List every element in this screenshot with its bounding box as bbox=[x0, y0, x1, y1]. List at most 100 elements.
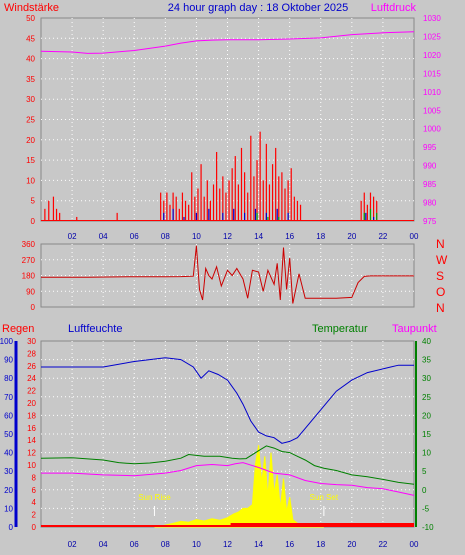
winddir-y-tick-label: 360 bbox=[22, 240, 36, 249]
humidity-y-tick-label: 10 bbox=[27, 461, 36, 470]
rain-y-tick-label: 0 bbox=[9, 523, 14, 532]
wind-y-tick-label: 5 bbox=[31, 197, 36, 206]
dewpoint-axis-label: Taupunkt bbox=[392, 323, 437, 335]
wind-panel-x-tick-label: 08 bbox=[161, 232, 170, 241]
winddir-panel-frame bbox=[40, 243, 415, 308]
rain-y-tick-label: 10 bbox=[4, 504, 13, 513]
temp-y-tick-label: -5 bbox=[422, 504, 430, 513]
pressure-y-tick-label: 1025 bbox=[423, 32, 441, 41]
rain-y-tick-label: 20 bbox=[4, 486, 13, 495]
rain-axis-label: Regen bbox=[2, 323, 34, 335]
wind-y-tick-label: 20 bbox=[26, 136, 35, 145]
climate-panel-x-tick-label: 08 bbox=[161, 540, 170, 549]
climate-panel-x-tick-label: 22 bbox=[378, 540, 387, 549]
rain-bar bbox=[230, 523, 414, 526]
temp-y-tick-label: 25 bbox=[422, 393, 431, 402]
temp-y-tick-label: 30 bbox=[422, 374, 431, 383]
climate-panel-x-tick-label: 10 bbox=[192, 540, 201, 549]
rain-y-tick-label: 90 bbox=[4, 356, 13, 365]
rain-y-tick-label: 50 bbox=[4, 430, 13, 439]
winddir-y-tick-label: 270 bbox=[22, 256, 36, 265]
wind-panel-x-tick-label: 02 bbox=[68, 232, 77, 241]
winddir-line bbox=[41, 245, 414, 304]
temp-y-tick-label: 10 bbox=[422, 449, 431, 458]
wind-y-tick-label: 0 bbox=[31, 217, 36, 226]
pressure-y-tick-label: 985 bbox=[423, 180, 437, 189]
humidity-y-tick-label: 2 bbox=[32, 511, 37, 520]
humidity-axis-label: Luftfeuchte bbox=[68, 323, 122, 335]
wind-panel: 0510152025303540455097598098599099510001… bbox=[26, 14, 441, 241]
temperature-line bbox=[40, 445, 415, 485]
rain-y-tick-label: 60 bbox=[4, 411, 13, 420]
humidity-y-tick-label: 30 bbox=[27, 337, 36, 346]
temp-y-tick-label: -10 bbox=[422, 523, 434, 532]
humidity-y-tick-label: 8 bbox=[32, 473, 37, 482]
humidity-y-tick-label: 4 bbox=[32, 498, 37, 507]
pressure-axis-label: Luftdruck bbox=[371, 2, 417, 14]
compass-label: N bbox=[436, 301, 445, 315]
pressure-y-tick-label: 980 bbox=[423, 199, 437, 208]
climate-panel-x-tick-label: 02 bbox=[68, 540, 77, 549]
pressure-y-tick-label: 1010 bbox=[423, 88, 441, 97]
wind-panel-x-tick-label: 22 bbox=[378, 232, 387, 241]
climate-panel-x-tick-label: 06 bbox=[130, 540, 139, 549]
climate-panel-x-tick-label: 12 bbox=[223, 540, 232, 549]
pressure-y-tick-label: 995 bbox=[423, 143, 437, 152]
pressure-line bbox=[40, 31, 415, 54]
humidity-y-tick-label: 22 bbox=[27, 387, 36, 396]
wind-y-tick-label: 15 bbox=[26, 156, 35, 165]
compass-label: N bbox=[436, 237, 445, 251]
humidity-y-tick-label: 24 bbox=[27, 374, 36, 383]
wind-axis-label: Windstärke bbox=[4, 2, 59, 14]
wind-y-tick-label: 30 bbox=[26, 95, 35, 104]
rain-y-tick-label: 100 bbox=[0, 337, 14, 346]
humidity-y-tick-label: 0 bbox=[32, 523, 37, 532]
pressure-y-tick-label: 1000 bbox=[423, 125, 441, 134]
humidity-y-tick-label: 26 bbox=[27, 362, 36, 371]
wind-y-tick-label: 45 bbox=[26, 34, 35, 43]
chart-title: 24 hour graph day : 18 Oktober 2025 bbox=[168, 2, 348, 14]
temperature-axis-label: Temperatur bbox=[312, 323, 368, 335]
humidity-y-tick-label: 6 bbox=[32, 486, 37, 495]
humidity-y-tick-label: 28 bbox=[27, 349, 36, 358]
wind-panel-x-tick-label: 18 bbox=[316, 232, 325, 241]
wind-y-tick-label: 25 bbox=[26, 116, 35, 125]
pressure-y-tick-label: 1005 bbox=[423, 106, 441, 115]
humidity-y-tick-label: 20 bbox=[27, 399, 36, 408]
wind-y-tick-label: 10 bbox=[26, 176, 35, 185]
dewpoint-line bbox=[41, 462, 415, 496]
pressure-y-tick-label: 990 bbox=[423, 162, 437, 171]
winddir-y-tick-label: 180 bbox=[22, 272, 36, 281]
climate-panel-x-tick-label: 20 bbox=[347, 540, 356, 549]
wind-panel-x-tick-label: 20 bbox=[347, 232, 356, 241]
humidity-line bbox=[41, 357, 414, 444]
wind-panel-frame bbox=[40, 17, 415, 222]
temp-y-tick-label: 20 bbox=[422, 411, 431, 420]
climate-panel: 0102030405060708090100024681012141618202… bbox=[0, 337, 434, 549]
humidity-y-tick-label: 14 bbox=[27, 436, 36, 445]
rain-y-tick-label: 30 bbox=[4, 467, 13, 476]
pressure-y-tick-label: 1020 bbox=[423, 51, 441, 60]
wind-panel-x-tick-label: 12 bbox=[223, 232, 232, 241]
climate-panel-x-tick-label: 00 bbox=[410, 540, 419, 549]
wind-panel-x-tick-label: 16 bbox=[285, 232, 294, 241]
solar-area bbox=[154, 445, 324, 528]
winddir-y-tick-label: 0 bbox=[31, 303, 36, 312]
pressure-y-tick-label: 1015 bbox=[423, 69, 441, 78]
wind-panel-x-tick-label: 06 bbox=[130, 232, 139, 241]
wind-panel-x-tick-label: 00 bbox=[410, 232, 419, 241]
wind-panel-x-tick-label: 04 bbox=[99, 232, 108, 241]
humidity-y-tick-label: 12 bbox=[27, 449, 36, 458]
humidity-y-tick-label: 16 bbox=[27, 424, 36, 433]
temp-y-tick-label: 0 bbox=[422, 486, 427, 495]
temp-y-tick-label: 35 bbox=[422, 356, 431, 365]
rain-y-tick-label: 70 bbox=[4, 393, 13, 402]
winddir-y-tick-label: 90 bbox=[26, 287, 35, 296]
wind-y-tick-label: 35 bbox=[26, 75, 35, 84]
rain-y-tick-label: 40 bbox=[4, 449, 13, 458]
temp-y-tick-label: 40 bbox=[422, 337, 431, 346]
climate-panel-x-tick-label: 04 bbox=[99, 540, 108, 549]
compass-label: S bbox=[436, 269, 444, 283]
